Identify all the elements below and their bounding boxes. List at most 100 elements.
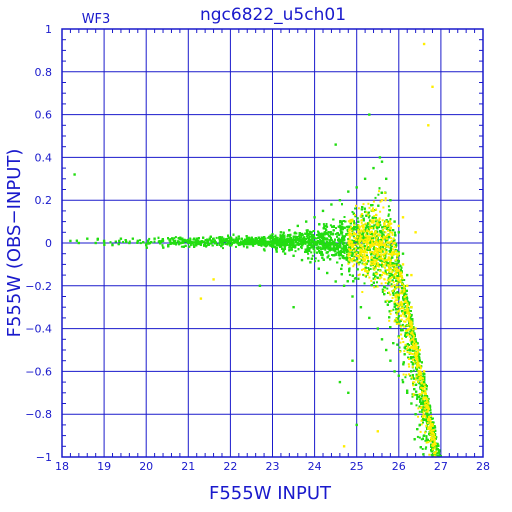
scatter-point bbox=[309, 235, 312, 238]
scatter-point bbox=[261, 243, 264, 246]
scatter-point bbox=[267, 236, 270, 239]
scatter-point bbox=[397, 272, 400, 274]
scatter-point bbox=[386, 287, 389, 290]
scatter-point bbox=[413, 358, 416, 361]
scatter-point bbox=[384, 225, 387, 228]
scatter-point bbox=[221, 236, 224, 239]
scatter-point bbox=[224, 243, 227, 245]
scatter-point bbox=[403, 279, 406, 281]
scatter-point bbox=[401, 323, 404, 326]
scatter-point bbox=[318, 241, 321, 244]
scatter-point bbox=[343, 250, 346, 253]
scatter-point bbox=[322, 223, 325, 226]
scatter-point bbox=[390, 283, 393, 286]
scatter-point bbox=[183, 238, 186, 241]
scatter-point bbox=[379, 224, 382, 227]
scatter-point bbox=[355, 246, 358, 249]
scatter-point bbox=[368, 220, 371, 223]
scatter-point bbox=[294, 239, 297, 242]
scatter-point bbox=[426, 395, 428, 397]
scatter-point bbox=[397, 298, 400, 301]
scatter-point bbox=[403, 306, 406, 309]
scatter-point bbox=[413, 393, 416, 396]
scatter-point bbox=[342, 243, 344, 246]
scatter-point bbox=[434, 426, 437, 429]
scatter-point bbox=[294, 244, 297, 247]
scatter-point bbox=[267, 240, 270, 243]
scatter-point bbox=[424, 447, 427, 450]
scatter-point bbox=[434, 434, 437, 437]
scatter-point bbox=[416, 395, 419, 398]
scatter-point bbox=[418, 353, 421, 356]
scatter-point bbox=[406, 331, 409, 334]
scatter-point bbox=[380, 230, 383, 233]
scatter-point bbox=[421, 448, 424, 450]
scatter-point bbox=[283, 236, 286, 239]
scatter-point bbox=[363, 282, 366, 285]
scatter-point bbox=[328, 242, 331, 245]
scatter-point bbox=[279, 234, 282, 237]
scatter-point bbox=[398, 292, 401, 295]
scatter-point bbox=[362, 273, 365, 276]
scatter-point bbox=[242, 245, 245, 248]
scatter-point bbox=[424, 406, 427, 409]
scatter-point bbox=[334, 233, 337, 236]
scatter-point bbox=[403, 313, 406, 316]
scatter-point bbox=[330, 248, 333, 251]
scatter-point bbox=[329, 231, 332, 234]
scatter-point bbox=[346, 230, 349, 233]
scatter-point bbox=[396, 291, 399, 293]
scatter-point bbox=[340, 254, 343, 257]
scatter-point bbox=[426, 415, 429, 418]
scatter-point bbox=[307, 252, 310, 255]
scatter-point bbox=[401, 378, 404, 381]
scatter-point bbox=[288, 235, 291, 238]
scatter-point bbox=[286, 235, 289, 238]
scatter-point bbox=[311, 254, 314, 257]
scatter-point bbox=[343, 216, 346, 218]
scatter-point bbox=[392, 240, 395, 243]
scatter-point bbox=[415, 404, 418, 407]
scatter-point bbox=[409, 374, 412, 377]
scatter-point bbox=[392, 308, 395, 311]
scatter-point bbox=[392, 294, 395, 296]
scatter-point bbox=[419, 398, 421, 401]
scatter-point bbox=[397, 250, 400, 253]
scatter-point bbox=[309, 244, 312, 247]
scatter-point bbox=[366, 272, 369, 275]
scatter-point bbox=[314, 257, 317, 260]
scatter-point bbox=[297, 239, 300, 242]
scatter-point bbox=[180, 245, 183, 248]
scatter-point bbox=[381, 232, 384, 235]
scatter-point bbox=[229, 238, 232, 241]
scatter-point bbox=[290, 246, 293, 249]
scatter-point bbox=[248, 238, 251, 241]
scatter-point bbox=[222, 247, 224, 250]
scatter-point bbox=[427, 397, 430, 400]
scatter-point bbox=[172, 238, 175, 241]
scatter-point bbox=[272, 238, 275, 241]
scatter-point bbox=[422, 421, 424, 424]
scatter-point bbox=[220, 239, 223, 242]
scatter-point bbox=[320, 243, 323, 246]
scatter-point bbox=[387, 214, 390, 217]
scatter-point bbox=[345, 249, 348, 252]
scatter-point bbox=[376, 281, 378, 284]
scatter-point bbox=[421, 405, 424, 408]
scatter-point bbox=[291, 238, 294, 241]
scatter-point bbox=[373, 224, 376, 227]
scatter-point bbox=[347, 257, 349, 260]
scatter-point bbox=[435, 448, 438, 451]
scatter-point bbox=[353, 240, 356, 243]
scatter-point bbox=[268, 235, 271, 238]
scatter-point bbox=[390, 272, 393, 275]
scatter-point bbox=[330, 236, 332, 239]
scatter-point bbox=[226, 239, 229, 242]
scatter-point bbox=[273, 240, 276, 243]
scatter-point bbox=[339, 245, 342, 248]
scatter-point bbox=[234, 239, 237, 242]
scatter-point bbox=[336, 251, 339, 254]
scatter-point bbox=[381, 291, 384, 293]
scatter-point bbox=[395, 242, 397, 245]
